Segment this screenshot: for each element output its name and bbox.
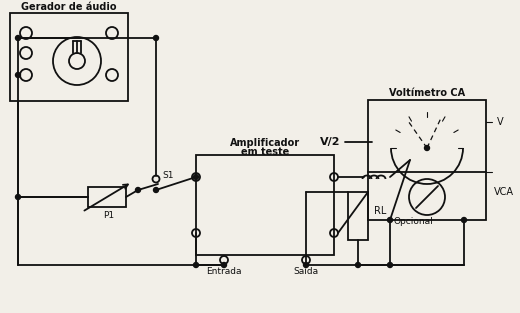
Circle shape [16, 73, 20, 78]
Bar [368, 100, 486, 220]
Circle shape [387, 263, 393, 268]
Circle shape [16, 194, 20, 199]
Text: V: V [497, 117, 503, 127]
Text: VCA: VCA [494, 187, 514, 197]
Text: em teste: em teste [241, 147, 289, 157]
Circle shape [387, 218, 393, 223]
Bar [196, 155, 334, 255]
Circle shape [462, 218, 466, 223]
Text: Entrada: Entrada [206, 268, 242, 276]
Circle shape [304, 263, 308, 268]
Text: Voltímetro CA: Voltímetro CA [389, 88, 465, 98]
Circle shape [153, 35, 159, 40]
Text: RL: RL [374, 206, 386, 216]
Text: S1: S1 [162, 172, 174, 181]
Circle shape [193, 263, 199, 268]
Bar [10, 13, 128, 101]
Circle shape [222, 263, 227, 268]
Text: Amplificador: Amplificador [230, 138, 300, 148]
Circle shape [193, 175, 199, 179]
Circle shape [136, 187, 140, 192]
Text: V/2: V/2 [320, 137, 340, 147]
Text: Saída: Saída [293, 268, 319, 276]
Circle shape [356, 263, 360, 268]
Circle shape [16, 35, 20, 40]
Text: Gerador de áudio: Gerador de áudio [21, 2, 117, 12]
Bar [88, 187, 126, 207]
Circle shape [153, 187, 159, 192]
Text: P1: P1 [103, 212, 114, 220]
Text: Opcional: Opcional [393, 217, 433, 225]
Bar [348, 192, 368, 240]
Circle shape [424, 146, 430, 151]
